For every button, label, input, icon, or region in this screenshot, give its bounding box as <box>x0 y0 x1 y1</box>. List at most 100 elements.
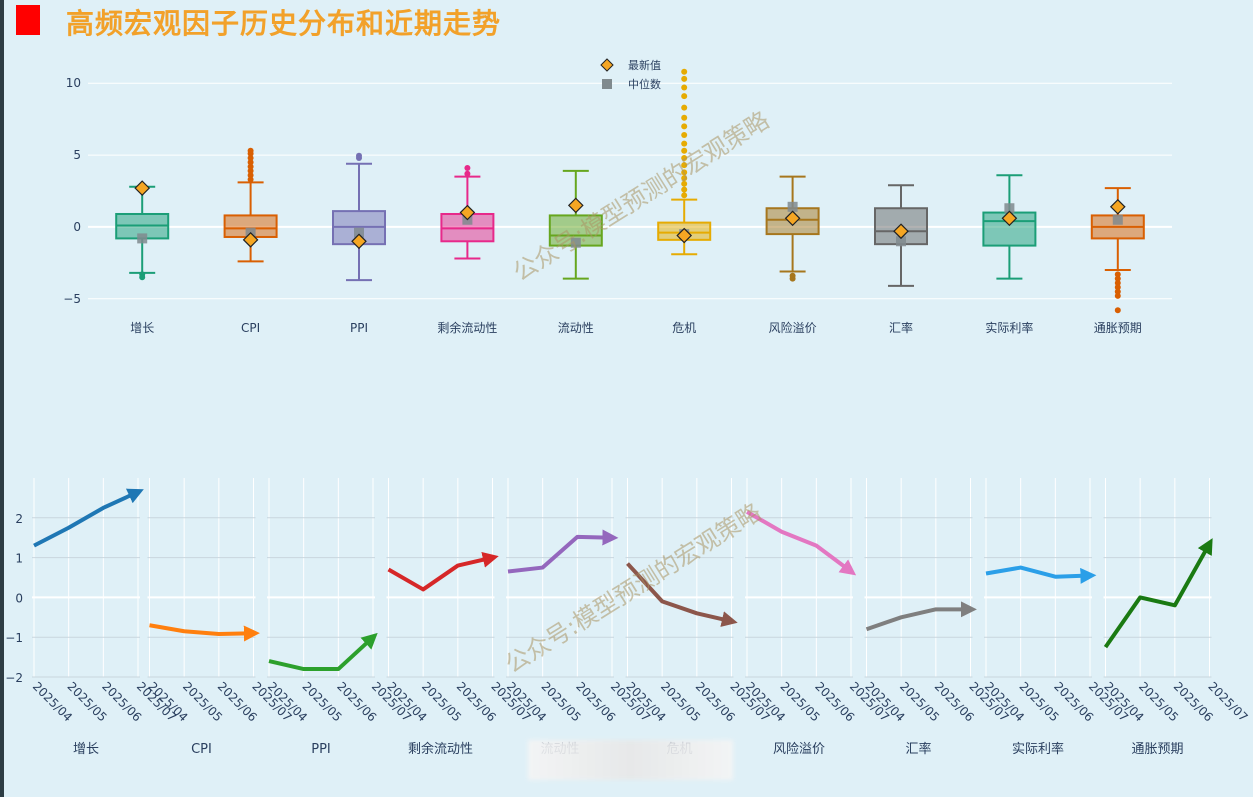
median-marker <box>896 236 906 247</box>
box-3 <box>440 165 495 260</box>
box-8 <box>982 174 1037 280</box>
title-accent-bar <box>16 5 40 35</box>
y-tick-label: 0 <box>15 591 23 605</box>
series-line-4 <box>507 529 619 574</box>
left-edge-divider <box>0 0 4 797</box>
series-line-0 <box>33 488 144 548</box>
outlier-point <box>247 163 254 170</box>
series-line-6 <box>746 510 857 576</box>
outlier-point <box>247 159 254 166</box>
outlier-point <box>681 93 688 100</box>
x-category-label: 通胀预期 <box>1094 321 1142 335</box>
outlier-point <box>247 167 254 174</box>
latest-marker <box>1001 210 1018 227</box>
line-chart-y-axis: −2 −1 0 1 2 <box>5 512 23 685</box>
subplot-grid-0 <box>32 478 140 678</box>
box-7 <box>874 184 928 287</box>
subplot-title: 通胀预期 <box>1131 742 1183 757</box>
box-chart-x-axis: 增长 CPI PPI 剩余流动性 流动性 危机 风险溢价 汇率 实际利率 通胀预期 <box>130 320 1142 335</box>
subplot-grid-5 <box>625 478 734 678</box>
latest-marker <box>784 210 801 227</box>
subplot-title: 风险溢价 <box>773 742 825 757</box>
outlier-point <box>681 147 688 154</box>
outlier-point <box>1114 307 1121 314</box>
subplot-grid-6 <box>745 478 853 678</box>
series-line-7 <box>865 601 977 632</box>
legend-square-icon <box>602 79 612 89</box>
outlier-point <box>681 75 688 82</box>
box-1 <box>223 147 278 263</box>
outlier-point <box>1114 288 1121 295</box>
x-category-label: 实际利率 <box>985 320 1033 335</box>
page-title: 高频宏观因子历史分布和近期走势 <box>66 7 502 40</box>
outlier-point <box>681 131 688 138</box>
median-marker <box>354 227 364 238</box>
box-chart-marks <box>115 68 1145 314</box>
x-category-label: PPI <box>350 321 368 335</box>
x-category-label: 流动性 <box>558 321 594 335</box>
box-2 <box>332 152 386 282</box>
latest-marker <box>893 223 909 240</box>
y-tick-label: 5 <box>73 148 81 162</box>
median-marker <box>1004 203 1015 214</box>
y-tick-label: −2 <box>5 671 23 685</box>
line-chart-marks <box>33 488 1213 672</box>
x-category-label: 危机 <box>672 321 696 335</box>
box-6 <box>765 175 820 282</box>
x-category-label: 剩余流动性 <box>437 320 497 335</box>
outlier-point <box>681 114 688 121</box>
outlier-point <box>681 104 688 111</box>
series-line-1 <box>149 623 260 642</box>
outlier-point <box>789 275 796 282</box>
outlier-point <box>681 140 688 147</box>
median-marker <box>570 237 581 248</box>
outlier-point <box>681 192 688 199</box>
box-9 <box>1090 187 1145 314</box>
outlier-point <box>464 165 471 172</box>
box-0 <box>115 180 170 281</box>
subplot-title: 汇率 <box>905 741 931 757</box>
outlier-point <box>247 154 254 161</box>
outlier-point <box>681 169 688 176</box>
y-tick-label: −5 <box>63 292 81 306</box>
series-line-8 <box>985 565 1097 584</box>
outlier-point <box>1114 271 1121 278</box>
outlier-point <box>681 175 688 182</box>
median-marker <box>1112 214 1123 225</box>
y-tick-label: −1 <box>5 631 23 645</box>
series-line-3 <box>387 551 499 592</box>
latest-marker <box>567 197 584 214</box>
y-tick-label: 0 <box>73 220 81 234</box>
subplot-title: 实际利率 <box>1012 741 1064 757</box>
outlier-point <box>464 170 471 177</box>
latest-marker <box>351 233 367 250</box>
outlier-point <box>1114 284 1121 291</box>
x-category-label: CPI <box>241 321 260 335</box>
outlier-point <box>681 123 688 130</box>
y-tick-label: 1 <box>15 552 23 566</box>
subplot-grid-9 <box>1103 478 1212 678</box>
subplot-grid-3 <box>386 478 495 678</box>
box-5 <box>657 68 712 256</box>
outlier-point <box>247 147 254 154</box>
median-marker <box>137 233 148 244</box>
outlier-point <box>139 274 146 281</box>
subplot-title: 增长 <box>73 742 99 757</box>
latest-marker <box>1109 198 1126 215</box>
latest-marker <box>676 227 693 244</box>
series-line-2 <box>268 632 378 672</box>
outlier-point <box>681 180 688 187</box>
outlier-point <box>681 162 688 169</box>
outlier-point <box>681 186 688 193</box>
line-chart-grid <box>32 478 1212 678</box>
subplot-grid-4 <box>506 478 614 678</box>
y-tick-label: 10 <box>66 76 81 90</box>
x-category-label: 增长 <box>130 321 154 335</box>
latest-marker <box>459 204 476 221</box>
y-tick-label: 2 <box>15 512 23 526</box>
blurred-footer <box>528 740 733 780</box>
outlier-point <box>1114 275 1121 282</box>
outlier-point <box>247 172 254 179</box>
